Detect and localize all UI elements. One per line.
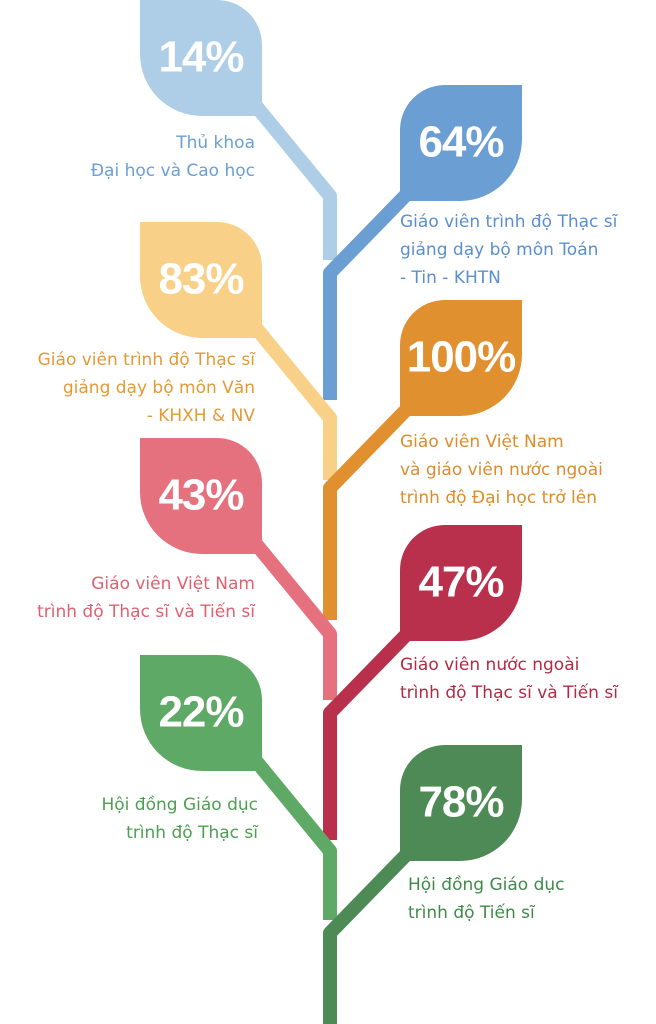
label: Giáo viên Việt Nam: [400, 432, 564, 452]
label: trình độ Đại học trở lên: [400, 488, 597, 508]
stem: [323, 850, 412, 1024]
label: Giáo viên nước ngoài: [400, 655, 579, 675]
label: - Tin - KHTN: [400, 268, 501, 288]
label: Giáo viên trình độ Thạc sĩ: [400, 212, 619, 232]
label: Thủ khoa: [175, 133, 255, 153]
leaf: [400, 300, 522, 416]
stem: [323, 630, 412, 840]
leaf: [400, 85, 522, 201]
label: giảng dạy bộ môn Văn: [63, 378, 255, 398]
label: giảng dạy bộ môn Toán: [400, 240, 598, 260]
percent: 14%: [158, 33, 243, 82]
label: trình độ Tiến sĩ: [408, 902, 536, 923]
leaf: [140, 222, 262, 338]
stem: [250, 101, 337, 260]
label: Giáo viên trình độ Thạc sĩ: [38, 350, 257, 370]
percent: 43%: [158, 471, 243, 520]
label: trình độ Thạc sĩ và Tiến sĩ: [37, 601, 256, 622]
percent: 47%: [418, 558, 503, 607]
percent: 22%: [158, 688, 243, 737]
percent: 78%: [418, 778, 503, 827]
leaf: [140, 0, 262, 116]
label: Hội đồng Giáo dục: [408, 874, 565, 895]
percent: 100%: [407, 333, 516, 382]
label: trình độ Thạc sĩ: [126, 823, 259, 843]
percent: 64%: [418, 118, 503, 167]
stem: [250, 323, 337, 480]
leaf: [140, 438, 262, 554]
leaf: [400, 745, 522, 861]
label: Đại học và Cao học: [91, 161, 255, 181]
label: trình độ Thạc sĩ và Tiến sĩ: [400, 682, 619, 703]
stem: [250, 539, 337, 700]
percent: 83%: [158, 255, 243, 304]
stem: [323, 190, 412, 400]
leaf: [400, 525, 522, 641]
label: Hội đồng Giáo dục: [101, 794, 258, 815]
stem: [323, 405, 412, 620]
stem: [250, 756, 337, 920]
label: và giáo viên nước ngoài: [400, 460, 603, 480]
leaf: [140, 655, 262, 771]
label: - KHXH & NV: [147, 406, 256, 426]
label: Giáo viên Việt Nam: [91, 574, 255, 594]
